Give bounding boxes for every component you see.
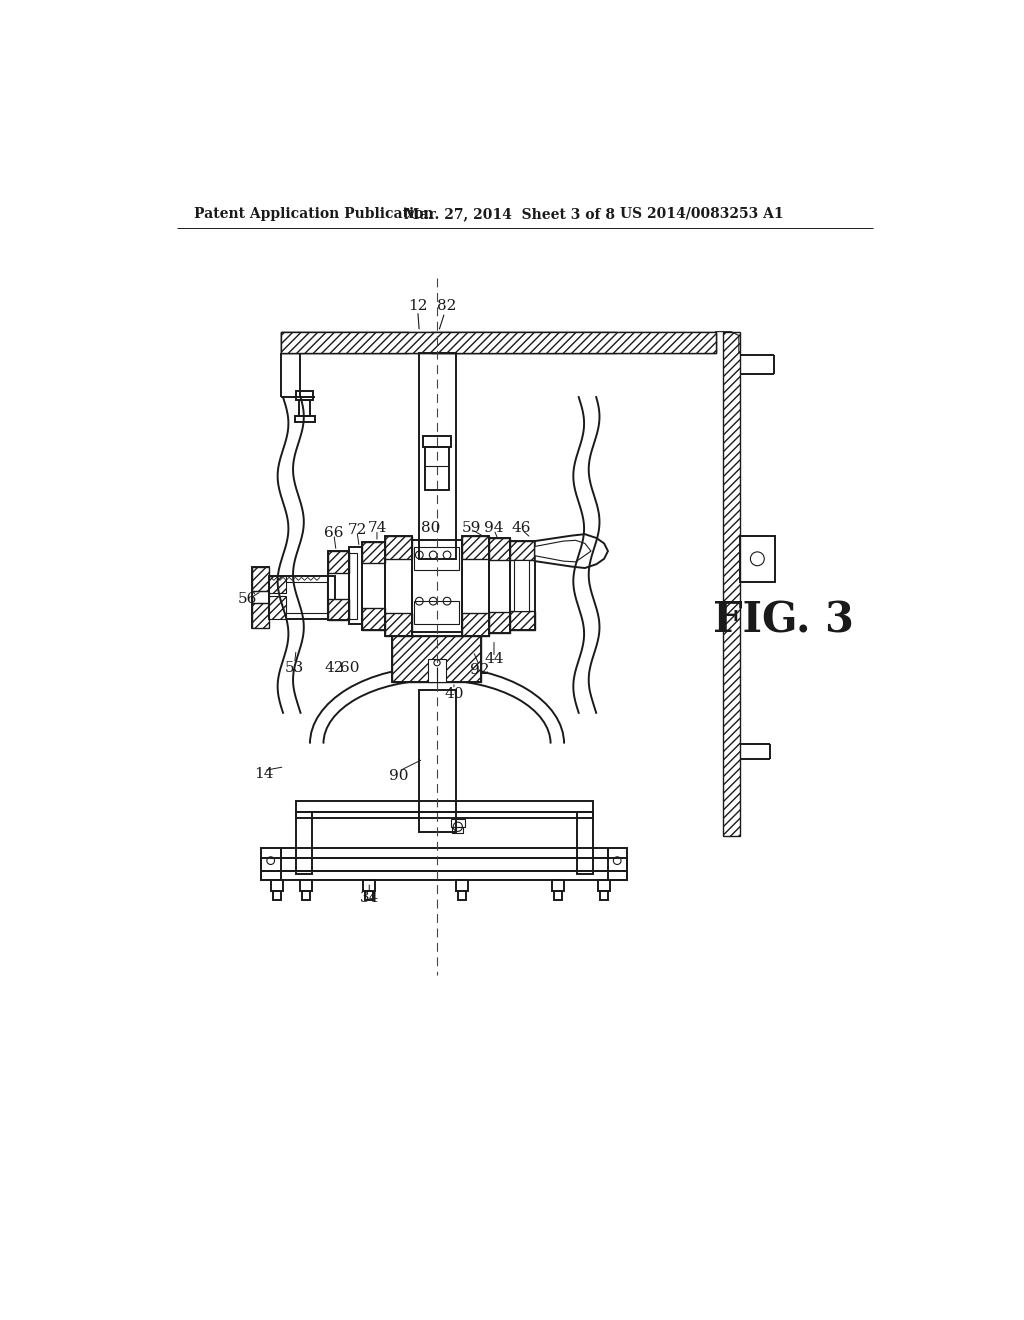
Bar — [295, 416, 314, 422]
Bar — [364, 880, 376, 891]
Text: US 2014/0083253 A1: US 2014/0083253 A1 — [620, 207, 783, 220]
Bar — [392, 636, 481, 682]
Bar — [252, 566, 269, 628]
Bar — [458, 891, 466, 900]
Bar — [419, 354, 456, 558]
Bar — [366, 891, 373, 900]
Bar — [328, 552, 349, 620]
Bar — [385, 536, 412, 558]
Text: 14: 14 — [254, 767, 273, 781]
Bar — [385, 612, 412, 636]
Bar — [554, 891, 562, 900]
Text: 72: 72 — [347, 523, 367, 536]
Bar — [296, 812, 593, 818]
Bar — [462, 612, 488, 636]
Bar — [552, 880, 564, 891]
Bar — [451, 818, 465, 826]
Bar — [269, 576, 335, 619]
Bar — [300, 880, 312, 891]
Bar — [412, 540, 462, 632]
Bar — [252, 603, 269, 628]
Text: 60: 60 — [340, 661, 359, 675]
Bar — [431, 331, 615, 354]
Bar — [414, 601, 459, 624]
Bar — [281, 331, 615, 354]
Bar — [608, 847, 628, 880]
Bar — [462, 536, 488, 636]
Text: 82: 82 — [436, 300, 456, 313]
Text: FIG. 3: FIG. 3 — [713, 599, 854, 642]
Bar — [488, 539, 510, 634]
Text: 59: 59 — [462, 521, 481, 535]
Bar — [488, 539, 510, 560]
Bar — [261, 847, 281, 880]
Bar — [302, 891, 310, 900]
Bar — [462, 536, 488, 558]
Bar — [269, 582, 327, 612]
Text: 34: 34 — [359, 891, 379, 904]
Bar — [281, 331, 408, 354]
Bar — [423, 436, 451, 447]
Bar — [281, 847, 608, 858]
Bar — [578, 812, 593, 874]
Bar — [361, 609, 385, 630]
Bar — [269, 595, 286, 619]
Text: 92: 92 — [470, 664, 489, 677]
Bar — [261, 858, 628, 871]
Bar — [328, 599, 349, 620]
Bar — [514, 561, 529, 611]
Text: 46: 46 — [512, 521, 531, 535]
Bar — [453, 826, 463, 833]
Bar — [252, 566, 269, 591]
Bar — [510, 541, 535, 561]
Text: 12: 12 — [408, 300, 428, 313]
Text: 66: 66 — [324, 525, 344, 540]
Bar — [615, 331, 716, 354]
Bar — [598, 880, 610, 891]
Text: 40: 40 — [444, 686, 464, 701]
Text: 74: 74 — [368, 521, 387, 535]
Bar — [296, 812, 311, 874]
Bar — [510, 611, 535, 631]
Bar — [724, 331, 740, 836]
Bar — [296, 391, 313, 400]
Bar — [510, 541, 535, 631]
Bar — [269, 576, 286, 593]
Bar — [361, 543, 385, 630]
Bar — [261, 871, 628, 880]
Text: 53: 53 — [285, 661, 304, 675]
Bar — [299, 400, 310, 416]
Bar — [349, 548, 361, 624]
Bar — [414, 548, 459, 570]
Bar — [328, 552, 349, 573]
Bar — [361, 543, 385, 564]
Bar — [392, 636, 481, 682]
Bar — [419, 689, 456, 832]
Bar — [385, 536, 412, 636]
Text: 42: 42 — [324, 661, 344, 675]
Bar — [740, 536, 775, 582]
Bar — [600, 891, 608, 900]
Text: 56: 56 — [238, 591, 257, 606]
Bar — [428, 659, 446, 682]
Bar — [456, 880, 468, 891]
Text: 90: 90 — [389, 770, 409, 783]
Bar — [252, 591, 269, 603]
Bar — [425, 447, 449, 490]
Bar — [270, 880, 283, 891]
Bar — [273, 891, 281, 900]
Text: 44: 44 — [484, 652, 504, 665]
Bar — [281, 331, 716, 354]
Bar — [488, 612, 510, 634]
Text: 80: 80 — [421, 521, 440, 535]
Bar — [296, 801, 593, 812]
Polygon shape — [535, 540, 591, 562]
Polygon shape — [535, 535, 608, 568]
Bar — [349, 553, 357, 619]
Text: Patent Application Publication: Patent Application Publication — [194, 207, 433, 220]
Text: Mar. 27, 2014  Sheet 3 of 8: Mar. 27, 2014 Sheet 3 of 8 — [403, 207, 614, 220]
Text: 94: 94 — [484, 521, 504, 535]
